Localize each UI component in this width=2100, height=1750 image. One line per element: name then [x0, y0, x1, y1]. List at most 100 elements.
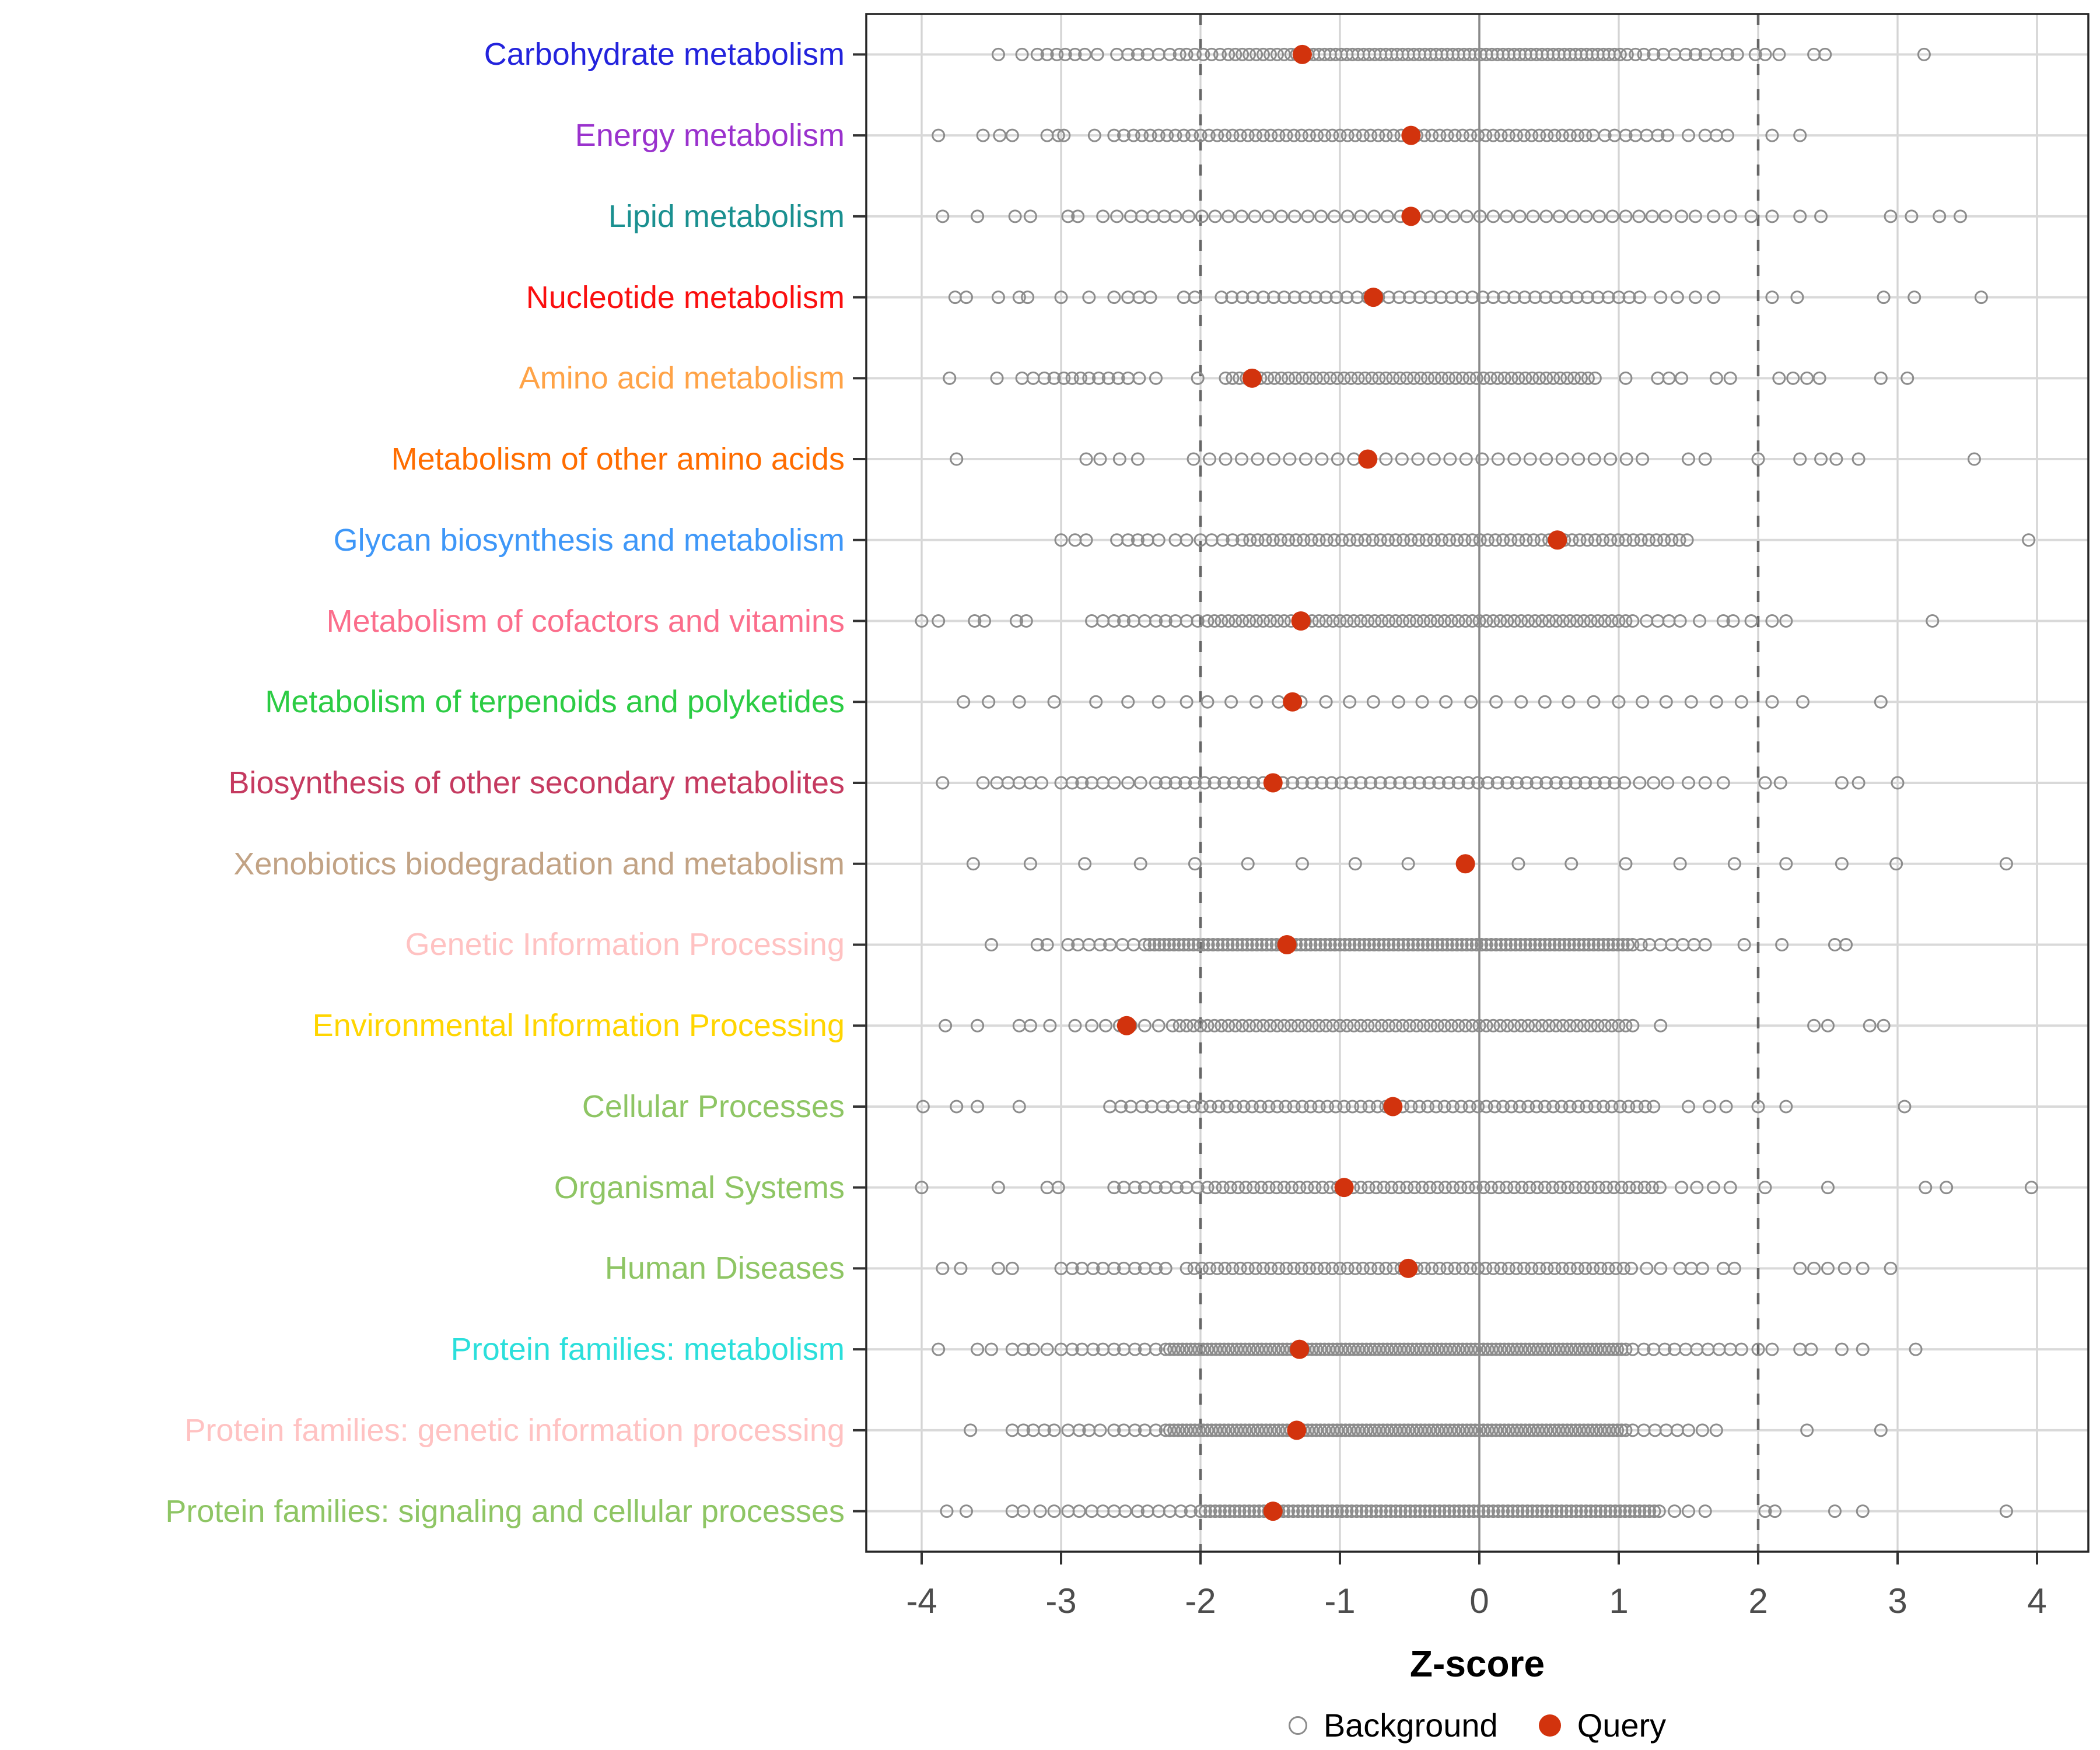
background-point [1563, 128, 1577, 142]
background-point [1090, 47, 1104, 61]
background-point [1344, 776, 1358, 790]
background-point [1695, 1261, 1709, 1275]
background-point [1433, 1504, 1447, 1518]
background-point [1149, 776, 1163, 790]
background-point [1856, 1342, 1870, 1356]
background-point [1222, 1019, 1236, 1032]
background-point [1874, 371, 1888, 385]
background-point [1214, 290, 1228, 304]
background-point [1256, 614, 1270, 628]
background-point [1305, 1019, 1319, 1032]
background-point [1295, 371, 1309, 385]
background-point [1237, 776, 1251, 790]
background-point [1308, 937, 1322, 951]
background-point [1520, 1504, 1534, 1518]
background-point [1574, 1504, 1588, 1518]
background-point [1455, 937, 1469, 951]
background-point [1397, 1342, 1411, 1356]
background-point [1569, 776, 1583, 790]
background-point [1222, 1423, 1236, 1437]
background-point [1213, 1342, 1227, 1356]
background-point [1343, 533, 1357, 547]
background-point [1471, 776, 1485, 790]
background-point [1807, 1261, 1821, 1275]
background-point [1514, 1019, 1528, 1032]
background-point [1588, 776, 1602, 790]
background-point [1308, 1181, 1322, 1195]
background-point [1486, 128, 1500, 142]
background-point [1609, 1261, 1623, 1275]
background-point [1612, 1019, 1626, 1032]
background-point [1380, 1423, 1394, 1437]
background-point [1205, 1423, 1219, 1437]
x-tick-label: -4 [906, 1581, 937, 1620]
background-point [1647, 1504, 1661, 1518]
background-point [1591, 290, 1605, 304]
category-label: Biosynthesis of other secondary metaboli… [228, 765, 845, 800]
background-point [1633, 290, 1647, 304]
background-point [1440, 1261, 1454, 1275]
background-point [1330, 1504, 1344, 1518]
background-point [1440, 937, 1454, 951]
background-point [1430, 937, 1444, 951]
background-point [1748, 47, 1762, 61]
background-point [1245, 1100, 1259, 1114]
background-point [1486, 614, 1500, 628]
background-point [1228, 1504, 1242, 1518]
background-point [1272, 128, 1286, 142]
background-point [1518, 1423, 1532, 1437]
background-point [1578, 776, 1592, 790]
background-point [1309, 1423, 1323, 1437]
background-point [1612, 290, 1626, 304]
background-point [1598, 1504, 1612, 1518]
background-point [1427, 452, 1441, 466]
background-point [1531, 1423, 1545, 1437]
background-point [1580, 290, 1594, 304]
background-point [1093, 937, 1107, 951]
background-point [1570, 1261, 1584, 1275]
background-point [1765, 1342, 1779, 1356]
background-point [1222, 47, 1236, 61]
background-point [1107, 614, 1121, 628]
background-point [1093, 1423, 1107, 1437]
background-point [1117, 128, 1131, 142]
background-point [1340, 614, 1354, 628]
background-point [1828, 1504, 1842, 1518]
background-point [1586, 1342, 1600, 1356]
background-point [1580, 1100, 1594, 1114]
background-point [1539, 1342, 1553, 1356]
background-point [1208, 1019, 1222, 1032]
background-point [1606, 1423, 1620, 1437]
background-point [1372, 1342, 1386, 1356]
background-point [1302, 128, 1316, 142]
background-point [1596, 533, 1610, 547]
background-point [1528, 1019, 1542, 1032]
background-point [1484, 937, 1498, 951]
background-point [1339, 1342, 1353, 1356]
background-point [1516, 1504, 1530, 1518]
background-point [1619, 371, 1633, 385]
background-point [1576, 1181, 1590, 1195]
background-point [1152, 937, 1166, 951]
background-point [1241, 128, 1255, 142]
background-point [1298, 937, 1312, 951]
background-point [1491, 452, 1505, 466]
background-point [1230, 1342, 1244, 1356]
background-point [1559, 776, 1573, 790]
background-point [1320, 1100, 1334, 1114]
background-point [1047, 371, 1061, 385]
background-point [1375, 1019, 1389, 1032]
background-point [1359, 1504, 1373, 1518]
background-point [1330, 1423, 1344, 1437]
background-point [1196, 47, 1210, 61]
background-point [1484, 1181, 1498, 1195]
background-point [1287, 290, 1301, 304]
background-point [1967, 452, 1981, 466]
background-point [1377, 1181, 1391, 1195]
background-point [1550, 1504, 1564, 1518]
background-point [1061, 937, 1075, 951]
background-point [1186, 1100, 1200, 1114]
background-point [1707, 1181, 1721, 1195]
query-point [1116, 1016, 1136, 1035]
background-point [1426, 1342, 1440, 1356]
